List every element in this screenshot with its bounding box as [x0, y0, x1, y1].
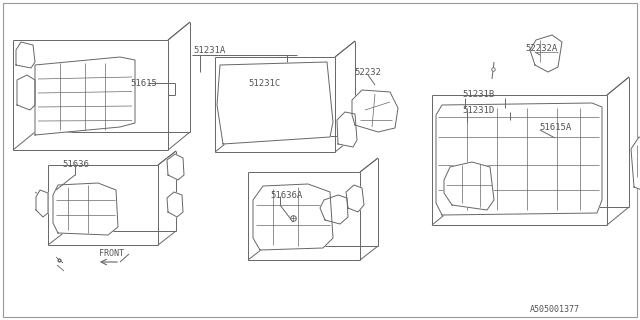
Text: 51231A: 51231A — [193, 45, 225, 54]
Text: 51615: 51615 — [130, 78, 157, 87]
Polygon shape — [167, 154, 184, 180]
Text: 51231C: 51231C — [248, 78, 280, 87]
Polygon shape — [16, 42, 35, 68]
Polygon shape — [530, 35, 562, 72]
Text: 52232A: 52232A — [525, 44, 557, 52]
Polygon shape — [352, 90, 398, 132]
Text: 51615A: 51615A — [539, 123, 572, 132]
Text: FRONT: FRONT — [99, 250, 124, 259]
Polygon shape — [320, 195, 348, 224]
Polygon shape — [337, 112, 357, 147]
Polygon shape — [631, 137, 640, 192]
Text: 51231B: 51231B — [462, 90, 494, 99]
Text: 52232: 52232 — [354, 68, 381, 76]
Text: 51636A: 51636A — [270, 191, 302, 201]
Polygon shape — [17, 75, 35, 110]
Polygon shape — [36, 190, 48, 217]
Polygon shape — [444, 162, 494, 210]
Polygon shape — [35, 57, 135, 135]
Text: A505001377: A505001377 — [530, 306, 580, 315]
Text: 51636: 51636 — [62, 159, 89, 169]
Polygon shape — [436, 103, 602, 215]
Polygon shape — [53, 183, 118, 235]
Polygon shape — [167, 192, 183, 217]
Polygon shape — [346, 185, 364, 212]
Polygon shape — [217, 62, 333, 144]
Polygon shape — [253, 184, 333, 250]
Text: 51231D: 51231D — [462, 106, 494, 115]
